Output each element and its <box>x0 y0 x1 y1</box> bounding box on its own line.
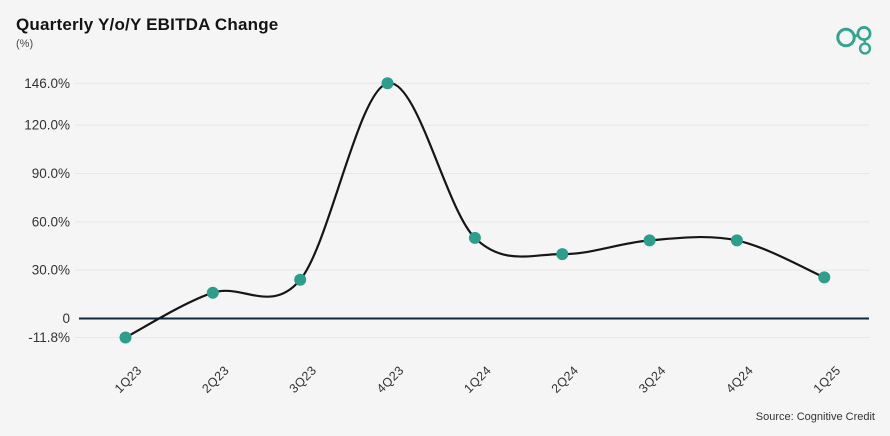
x-axis-tick-label: 4Q23 <box>374 363 407 396</box>
x-axis-tick-label: 1Q23 <box>112 363 145 396</box>
data-point-2Q24[interactable] <box>556 248 569 261</box>
x-axis-tick-label: 3Q24 <box>636 363 669 396</box>
data-point-4Q24[interactable] <box>730 234 743 247</box>
data-point-3Q24[interactable] <box>643 234 656 247</box>
chart-title: Quarterly Y/o/Y EBITDA Change <box>16 15 279 34</box>
y-axis-tick-label: 146.0% <box>24 76 70 91</box>
data-point-3Q23[interactable] <box>294 273 307 286</box>
source-attribution: Source: Cognitive Credit <box>755 411 875 423</box>
data-point-2Q23[interactable] <box>206 286 219 299</box>
x-axis-tick-label: 1Q25 <box>811 363 844 396</box>
y-axis-tick-label: 60.0% <box>32 214 70 229</box>
y-axis-tick-label: 0 <box>62 311 70 326</box>
chart-header: Quarterly Y/o/Y EBITDA Change (%) <box>16 15 278 50</box>
logo-circle-small <box>858 42 872 55</box>
ebitda-line-series <box>124 82 826 339</box>
chart-units-subtitle: (%) <box>16 38 34 50</box>
logo-circle-medium <box>856 26 872 41</box>
data-point-4Q23[interactable] <box>381 77 394 90</box>
x-axis-tick-label: 1Q24 <box>461 363 494 396</box>
data-point-1Q25[interactable] <box>818 271 831 284</box>
data-point-1Q24[interactable] <box>468 231 481 244</box>
y-axis-tick-label: 120.0% <box>24 118 70 133</box>
logo-circle-large <box>836 27 856 48</box>
x-axis-tick-label: 4Q24 <box>723 363 756 396</box>
x-axis-tick-label: 2Q23 <box>199 363 232 396</box>
y-axis-tick-label: -11.8% <box>28 330 70 345</box>
x-axis-tick-label: 2Q24 <box>549 363 582 396</box>
y-axis-tick-label: 90.0% <box>32 166 70 181</box>
data-point-1Q23[interactable] <box>119 331 132 344</box>
y-axis-tick-label: 30.0% <box>32 263 70 278</box>
x-axis-tick-label: 3Q23 <box>287 363 320 396</box>
cognitive-credit-logo-icon <box>836 26 872 55</box>
